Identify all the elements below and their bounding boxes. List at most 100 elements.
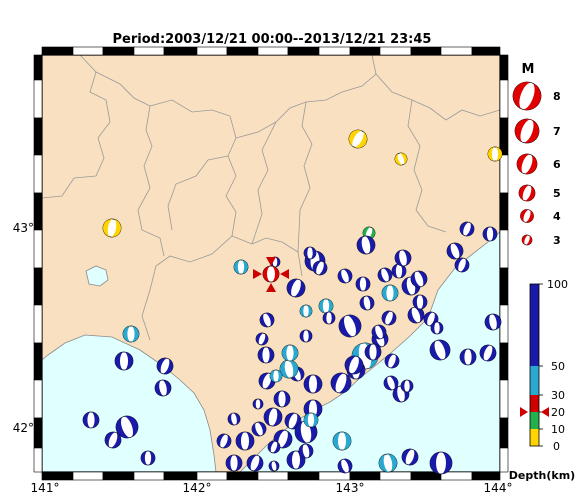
earthquake-event [255, 332, 269, 346]
earthquake-event [430, 321, 444, 335]
latitude-labels: 43° 42° [13, 221, 34, 435]
earthquake-event [312, 260, 328, 276]
magnitude-legend-label: 7 [553, 125, 561, 138]
earthquake-event [359, 295, 375, 311]
earthquake-event [267, 440, 281, 454]
earthquake-event [355, 276, 371, 292]
earthquake-event [383, 375, 399, 391]
earthquake-event [446, 242, 464, 260]
lon-label-142: 142° [183, 481, 212, 495]
earthquake-event [391, 263, 407, 279]
earthquake-event [263, 407, 283, 427]
earthquake-event [303, 412, 319, 428]
magnitude-legend-ball [516, 153, 538, 175]
magnitude-legend-ball [512, 81, 542, 111]
earthquake-event [104, 431, 122, 449]
earthquake-event [338, 314, 362, 338]
depth-tick-10: 10 [551, 423, 565, 436]
earthquake-event [330, 372, 352, 394]
depth-band-20-30 [530, 395, 539, 412]
magnitude-legend-ball [514, 118, 540, 144]
red-triangle-marker [280, 269, 289, 279]
earthquake-event [429, 451, 453, 475]
earthquake-event [454, 257, 470, 273]
earthquake-event [378, 453, 398, 473]
earthquake-event [337, 268, 353, 284]
earthquake-event [281, 344, 299, 362]
earthquake-event [273, 390, 291, 408]
earthquake-event [356, 235, 376, 255]
earthquake-event [251, 421, 267, 437]
magnitude-legend-label: 3 [553, 234, 561, 247]
magnitude-legend-label: 6 [553, 158, 561, 171]
earthquake-events [82, 129, 503, 475]
lon-label-144: 144° [484, 481, 513, 495]
earthquake-event [269, 369, 283, 383]
earthquake-event [102, 218, 122, 238]
lat-label-42: 42° [13, 421, 34, 435]
map-area[interactable] [33, 46, 509, 481]
depth-legend: 100 50 30 20 10 0 Depth(km) [509, 278, 575, 482]
earthquake-event [122, 325, 140, 343]
earthquake-event [286, 278, 306, 298]
red-triangle-marker [266, 283, 276, 292]
earthquake-event [429, 339, 451, 361]
earthquake-event [233, 259, 249, 275]
earthquake-event [115, 415, 139, 439]
earthquake-event [225, 454, 243, 472]
lon-label-143: 143° [336, 481, 365, 495]
earthquake-event [318, 298, 334, 314]
magnitude-legend-label: 5 [553, 187, 561, 200]
depth-tick-20: 20 [551, 406, 565, 419]
depth-band-50-100 [530, 284, 539, 366]
earthquake-event [482, 226, 498, 242]
depth-band-0-10 [530, 429, 539, 446]
map-title: Period:2003/12/21 00:00--2013/12/21 23:4… [113, 32, 432, 47]
magnitude-heading: M [522, 62, 535, 77]
depth-tick-50: 50 [551, 360, 565, 373]
earthquake-event [82, 411, 100, 429]
earthquake-event [381, 310, 397, 326]
earthquake-event [400, 379, 414, 393]
earthquake-event [279, 359, 299, 379]
lat-label-43: 43° [13, 221, 34, 235]
earthquake-event [364, 343, 382, 361]
earthquake-event [459, 348, 477, 366]
earthquake-event [371, 324, 387, 340]
earthquake-event [394, 152, 408, 166]
earthquake-event [394, 249, 412, 267]
earthquake-event [303, 246, 317, 260]
earthquake-event [407, 306, 425, 324]
selected-event[interactable] [253, 257, 289, 292]
earthquake-event [114, 351, 134, 371]
depth-band-10-20 [530, 412, 539, 429]
depth-tick-0: 0 [553, 440, 560, 453]
earthquake-event [259, 312, 275, 328]
magnitude-legend-label: 4 [553, 210, 561, 223]
red-triangle-marker [253, 269, 262, 279]
earthquake-event [410, 270, 428, 288]
earthquake-event [337, 458, 353, 474]
earthquake-event [303, 374, 323, 394]
earthquake-event [227, 412, 241, 426]
map-border-scale [33, 46, 509, 481]
earthquake-event [344, 355, 364, 375]
earthquake-event [412, 294, 428, 310]
magnitude-legend: M 8 7 6 5 4 3 [512, 62, 561, 247]
earthquake-event [252, 398, 264, 410]
earthquake-event [246, 454, 264, 472]
longitude-labels: 141° 142° 143° 144° [31, 481, 513, 495]
magnitude-legend-label: 8 [553, 90, 561, 103]
earthquake-event [216, 433, 232, 449]
red-triangle-marker [266, 257, 276, 266]
earthquake-event [401, 448, 419, 466]
earthquake-event [459, 221, 475, 237]
magnitude-legend-ball [521, 234, 533, 246]
depth-unit-label: Depth(km) [509, 469, 575, 482]
earthquake-event [298, 443, 314, 459]
depth-marker-left-icon [520, 407, 528, 417]
earthquake-event [299, 329, 313, 343]
earthquake-event [384, 353, 400, 369]
earthquake-event [140, 450, 156, 466]
lon-label-141: 141° [31, 481, 60, 495]
